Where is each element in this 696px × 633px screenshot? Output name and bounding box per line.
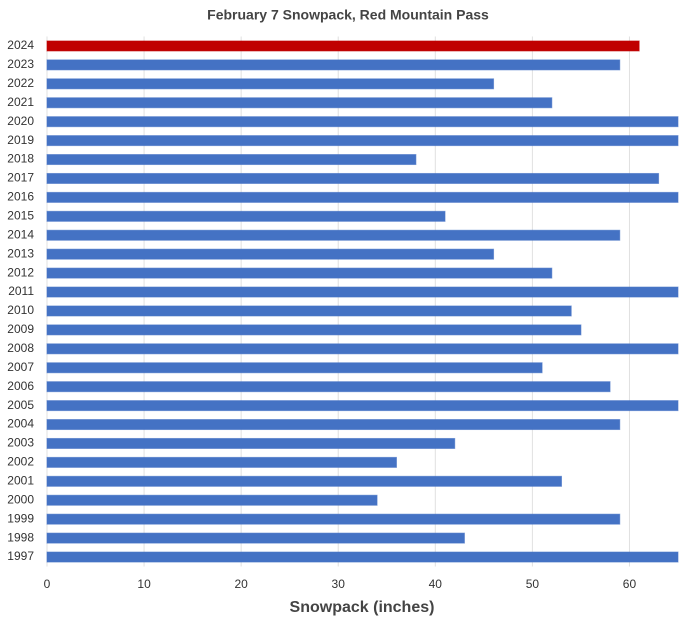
y-tick-label: 1999	[7, 511, 34, 525]
bar	[46, 343, 679, 355]
y-tick-label: 2003	[7, 436, 34, 450]
y-tick-label: 2010	[7, 303, 34, 317]
bar	[46, 116, 679, 128]
y-tick-label: 2009	[7, 322, 34, 336]
bar	[46, 513, 621, 525]
bar	[46, 248, 495, 260]
x-tick-label: 40	[429, 577, 443, 591]
bar	[46, 40, 640, 52]
bar	[46, 400, 679, 412]
bar	[46, 191, 679, 203]
chart-title: February 7 Snowpack, Red Mountain Pass	[207, 7, 489, 23]
y-tick-label: 2024	[7, 38, 34, 52]
bar	[46, 305, 572, 317]
bar	[46, 135, 679, 147]
y-tick-label: 2011	[8, 284, 34, 298]
x-tick-label: 60	[623, 577, 637, 591]
bar	[46, 551, 679, 563]
y-tick-label: 2013	[7, 246, 34, 260]
y-tick-label: 2005	[7, 398, 34, 412]
y-tick-label: 2006	[7, 379, 34, 393]
y-tick-label: 2001	[7, 473, 34, 487]
y-tick-label: 2018	[7, 152, 34, 166]
y-tick-label: 2021	[7, 95, 34, 109]
bar	[46, 267, 553, 279]
y-tick-label: 2022	[7, 76, 34, 90]
bar	[46, 154, 417, 166]
bar	[46, 381, 611, 393]
bar	[46, 97, 553, 109]
y-tick-label: 2016	[7, 190, 34, 204]
y-tick-label: 2012	[7, 265, 34, 279]
bar	[46, 286, 679, 298]
y-tick-label: 2008	[7, 341, 34, 355]
x-tick-label: 20	[234, 577, 248, 591]
bar	[46, 78, 495, 90]
y-tick-label: 2004	[7, 417, 34, 431]
bar	[46, 362, 543, 374]
bar	[46, 229, 621, 241]
x-tick-label: 30	[332, 577, 346, 591]
y-tick-label: 2020	[7, 114, 34, 128]
bar	[46, 419, 621, 431]
bar	[46, 475, 563, 487]
bar	[46, 324, 582, 336]
bar	[46, 59, 621, 71]
y-tick-label: 2014	[7, 227, 34, 241]
bar	[46, 210, 446, 222]
x-axis-title: Snowpack (inches)	[290, 599, 435, 616]
bar	[46, 456, 397, 468]
x-tick-label: 50	[526, 577, 540, 591]
y-tick-label: 2017	[7, 171, 34, 185]
bar	[46, 532, 465, 544]
x-tick-label: 10	[137, 577, 151, 591]
y-tick-label: 2002	[7, 455, 34, 469]
y-tick-label: 1997	[7, 549, 34, 563]
y-tick-label: 2015	[7, 208, 34, 222]
y-tick-label: 2000	[7, 492, 34, 506]
bar	[46, 172, 660, 184]
y-tick-label: 1998	[7, 530, 34, 544]
y-tick-label: 2019	[7, 133, 34, 147]
y-tick-label: 2007	[7, 360, 34, 374]
y-tick-label: 2023	[7, 57, 34, 71]
x-tick-label: 0	[44, 577, 51, 591]
bar	[46, 494, 378, 506]
bar	[46, 437, 456, 449]
